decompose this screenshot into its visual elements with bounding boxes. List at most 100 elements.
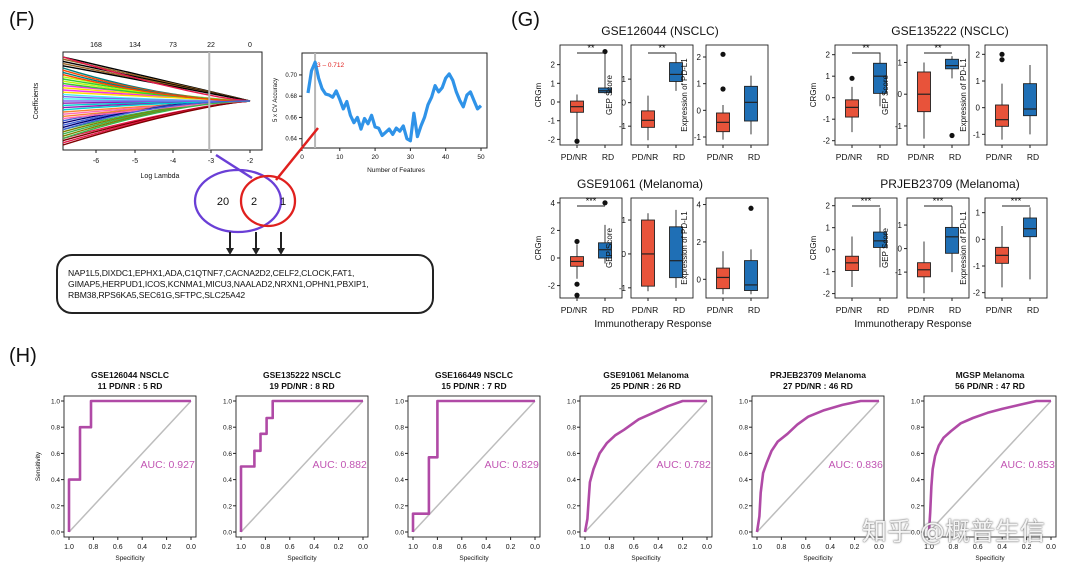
box-rd [669,226,683,279]
box-pdnr [641,110,655,128]
panel-label-H: (H) [9,345,37,367]
roc-xlabel: Specificity [975,555,1005,562]
roc-curve [239,399,363,532]
panel-label-F: (F) [9,9,35,31]
roc-auc-label: AUC: 0.927 [141,459,195,471]
box-pdnr [995,104,1009,127]
roc-x-tick: 0.8 [261,544,271,551]
boxplot-y-tick: 0 [551,254,556,263]
lasso-x-tick: -6 [93,158,99,165]
roc-y-tick: 0.6 [223,451,232,458]
roc-counts: 11 PD/NR : 5 RD [98,381,163,391]
roc-xlabel: Specificity [115,555,145,562]
roc-xlabel: Specificity [803,555,833,562]
roc-y-tick: 1.0 [395,399,404,406]
boxplot-frame [559,197,623,299]
gene-list-line: NAP1L5,DIXDC1,EPHX1,ADA,C1QTNF7,CACNA2D2… [68,268,355,278]
boxplot-ylabel: CRGm [534,82,543,107]
roc-y-tick: 0.2 [395,503,404,510]
roc-x-tick: 0.8 [605,544,615,551]
boxplot-outlier [574,281,580,287]
roc-x-tick: 1.0 [924,544,934,551]
roc-x-tick: 0.0 [702,544,712,551]
boxplot-y-tick: -2 [548,135,556,144]
significance-stars: *** [1011,196,1022,206]
roc-auc-label: AUC: 0.882 [313,459,367,471]
roc-xlabel: Specificity [287,555,317,562]
roc-y-tick: 0.4 [223,477,232,484]
roc-x-tick: 0.6 [801,544,811,551]
boxplot-x-tick: RD [602,305,614,315]
roc-y-tick: 0.8 [223,425,232,432]
roc-y-tick: 0.8 [395,425,404,432]
venn-connector-right [275,127,319,181]
boxplot-outlier [949,132,955,139]
boxplot-frame [834,197,898,299]
cohort-title: GSE91061 (Melanoma) [577,177,703,191]
roc-x-tick: 0.0 [186,544,196,551]
cv-x-tick: 30 [407,154,415,161]
boxplot-outlier [999,51,1005,57]
boxplot-frame [984,44,1048,146]
roc-y-tick: 0.0 [395,530,404,537]
roc-title: GSE91061 Melanoma [603,370,689,380]
venn-circle-cv [239,174,297,228]
lasso-top-tick: 73 [169,42,177,49]
boxplot-y-tick: -2 [823,290,831,299]
roc-counts: 25 PD/NR : 26 RD [611,381,681,391]
roc-y-tick: 0.6 [739,451,748,458]
roc-x-tick: 0.6 [973,544,983,551]
boxplot-y-tick: 0 [551,98,556,107]
roc-title: GSE135222 NSCLC [263,370,341,380]
lasso-coefficient-path [62,73,251,102]
boxplot-y-tick: 2 [697,238,702,247]
roc-x-tick: 0.8 [89,544,99,551]
roc-title: MGSP Melanoma [956,370,1025,380]
gene-list-box: NAP1L5,DIXDC1,EPHX1,ADA,C1QTNF7,CACNA2D2… [56,254,434,314]
boxplot-x-tick: RD [673,152,685,162]
roc-y-tick: 0.0 [51,530,60,537]
box-rd [744,85,758,122]
boxplot-outlier [748,205,754,211]
roc-counts: 27 PD/NR : 46 RD [783,381,853,391]
boxplot-x-tick: PD/NR [561,152,587,162]
boxplot-x-tick: RD [673,305,685,315]
significance-stars: *** [933,196,944,206]
boxplot-ylabel: GEP Score [605,75,614,115]
roc-x-tick: 1.0 [64,544,74,551]
roc-diagonal [584,400,708,533]
box-pdnr [641,219,655,287]
significance-stars: *** [586,196,597,206]
boxplot-outlier [574,138,580,144]
boxplot-y-tick: -1 [619,122,627,131]
roc-x-tick: 0.4 [997,544,1007,551]
box-rd [945,58,959,70]
boxplot-y-tick: -1 [973,130,981,139]
box-pdnr [716,267,730,290]
boxplot-x-tick: RD [748,152,760,162]
roc-y-tick: 0.0 [223,530,232,537]
boxplot-x-tick: PD/NR [632,152,658,162]
boxplot-outlier [602,200,608,206]
cv-y-tick: 0.66 [285,115,297,121]
boxplot-y-tick: 1 [898,221,903,230]
lasso-paths [62,56,251,146]
roc-x-tick: 0.4 [137,544,147,551]
roc-x-tick: 0.8 [949,544,959,551]
boxplot-x-tick: RD [1027,152,1039,162]
boxplot-y-tick: 0 [826,246,831,255]
boxplot-y-tick: -1 [823,115,831,124]
boxplot-outlier [574,292,580,298]
roc-x-tick: 0.4 [481,544,491,551]
roc-x-tick: 1.0 [408,544,418,551]
boxplot-y-tick: 4 [551,199,556,208]
boxplot-x-tick: PD/NR [908,305,934,315]
boxplot-y-tick: 4 [697,201,702,210]
boxplot-frame [705,197,769,299]
roc-x-tick: 0.2 [1022,544,1032,551]
roc-y-tick: 0.2 [223,503,232,510]
boxplot-x-tick: PD/NR [561,305,587,315]
boxplot-x-tick: RD [748,305,760,315]
boxplot-y-tick: 1 [976,209,981,218]
